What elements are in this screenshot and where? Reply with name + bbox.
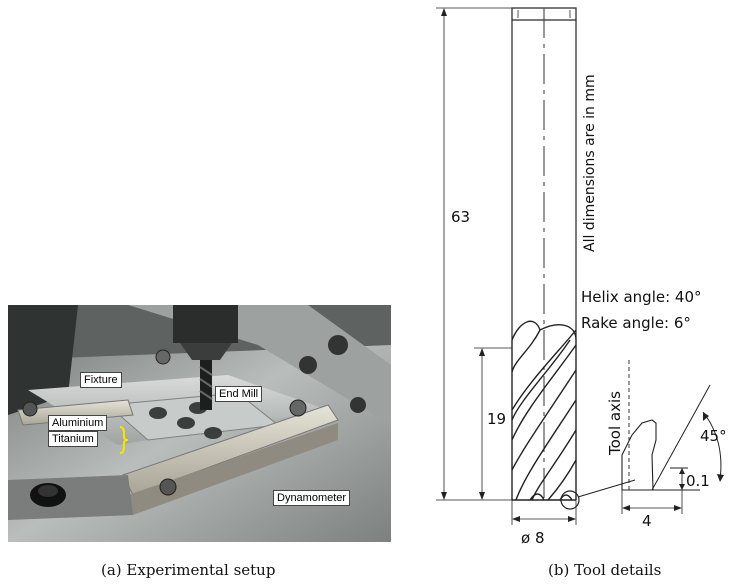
fixture-label: Fixture xyxy=(80,372,122,388)
helix-angle-label: Helix angle: 40° xyxy=(581,288,702,306)
chamfer-label: 0.1 xyxy=(686,472,710,490)
tool-drawing: 63 19 ø 8 All dimensions are in mm Helix… xyxy=(436,7,727,547)
dynamometer-label: Dynamometer xyxy=(273,490,351,506)
experimental-setup-photo xyxy=(8,305,391,542)
caption-b: (b) Tool details xyxy=(548,561,662,579)
titanium-label: Titanium xyxy=(48,431,98,447)
caption-a: (a) Experimental setup xyxy=(101,561,276,579)
tool-axis-label: Tool axis xyxy=(606,391,624,456)
overall-length-label: 63 xyxy=(451,208,470,226)
rake-angle-label: Rake angle: 6° xyxy=(581,314,691,332)
diameter-label: ø 8 xyxy=(521,529,545,547)
width-4-label: 4 xyxy=(642,512,652,530)
units-note: All dimensions are in mm xyxy=(582,74,598,252)
flute-length-label: 19 xyxy=(487,410,506,428)
end-mill-label: End Mill xyxy=(215,386,263,402)
angle-45-label: 45° xyxy=(700,427,727,445)
aluminium-label: Aluminium xyxy=(48,415,108,431)
